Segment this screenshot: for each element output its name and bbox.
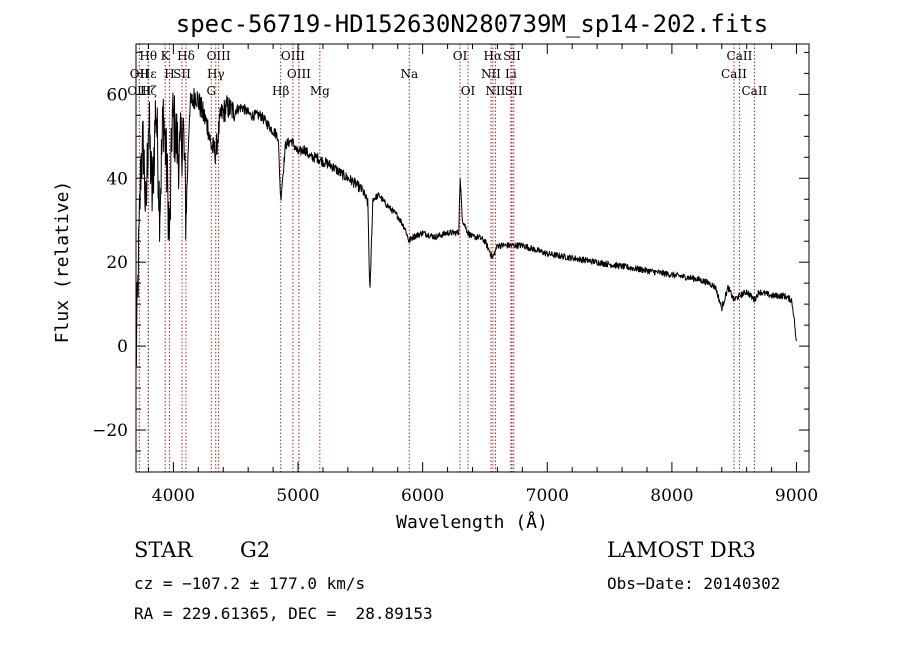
line-label: Hδ bbox=[177, 49, 195, 63]
y-tick-label: 40 bbox=[106, 169, 128, 189]
line-label: Li bbox=[505, 67, 517, 81]
redshift-text: cz = −107.2 ± 177.0 km/s bbox=[134, 574, 366, 593]
chart-title: spec-56719-HD152630N280739M_sp14-202.fit… bbox=[176, 10, 768, 38]
line-label: Hα bbox=[484, 49, 503, 63]
line-label: OI bbox=[461, 84, 476, 98]
line-label: OII bbox=[130, 67, 150, 81]
line-label: OIII bbox=[127, 84, 151, 98]
axis-ticks: 4000 5000 6000 7000 8000 9000 −20 0 20 40 60 bbox=[92, 44, 818, 506]
subclass: G2 bbox=[240, 538, 271, 562]
line-label: Hε bbox=[140, 67, 157, 81]
y-tick-label: −20 bbox=[92, 421, 128, 441]
x-tick-label: 5000 bbox=[276, 486, 319, 506]
survey-name: LAMOST DR3 bbox=[607, 538, 756, 562]
line-label: CaII bbox=[721, 67, 747, 81]
x-tick-label: 6000 bbox=[401, 486, 444, 506]
line-label: CaII bbox=[727, 49, 753, 63]
y-tick-label: 20 bbox=[106, 253, 128, 273]
x-tick-label: 8000 bbox=[650, 486, 693, 506]
line-label: OI bbox=[453, 49, 468, 63]
x-tick-label: 4000 bbox=[152, 486, 195, 506]
line-label: NII bbox=[485, 84, 505, 98]
line-label: SII bbox=[505, 84, 523, 98]
obs-date-text: Obs−Date: 20140302 bbox=[607, 574, 781, 593]
line-label: Na bbox=[400, 67, 418, 81]
line-label: H bbox=[164, 67, 174, 81]
x-tick-label: 9000 bbox=[775, 486, 818, 506]
line-label: OIII bbox=[287, 67, 311, 81]
spectral-line-markers bbox=[138, 44, 755, 472]
line-label: OIII bbox=[207, 49, 231, 63]
coords-text: RA = 229.61365, DEC = 28.89153 bbox=[134, 604, 433, 623]
line-label: Hβ bbox=[272, 84, 289, 98]
y-axis-label: Flux (relative) bbox=[52, 181, 73, 344]
line-label: Mg bbox=[310, 84, 330, 98]
y-tick-label: 60 bbox=[106, 85, 128, 105]
line-label: Hζ bbox=[140, 84, 157, 98]
line-label: Hθ bbox=[139, 49, 157, 63]
object-type: STAR bbox=[134, 538, 193, 562]
y-tick-label: 0 bbox=[117, 337, 128, 357]
spectrum-line bbox=[135, 87, 797, 367]
line-label: K bbox=[161, 49, 171, 63]
line-label: OIII bbox=[281, 49, 305, 63]
line-label: NII bbox=[481, 67, 501, 81]
line-label: G bbox=[206, 84, 216, 98]
spectrum-series bbox=[135, 87, 797, 367]
x-axis-label: Wavelength (Å) bbox=[396, 511, 548, 533]
line-label: Hγ bbox=[207, 67, 225, 81]
x-tick-label: 7000 bbox=[526, 486, 569, 506]
line-label: SII bbox=[173, 67, 191, 81]
line-label: SII bbox=[503, 49, 521, 63]
line-label: CaII bbox=[741, 84, 767, 98]
